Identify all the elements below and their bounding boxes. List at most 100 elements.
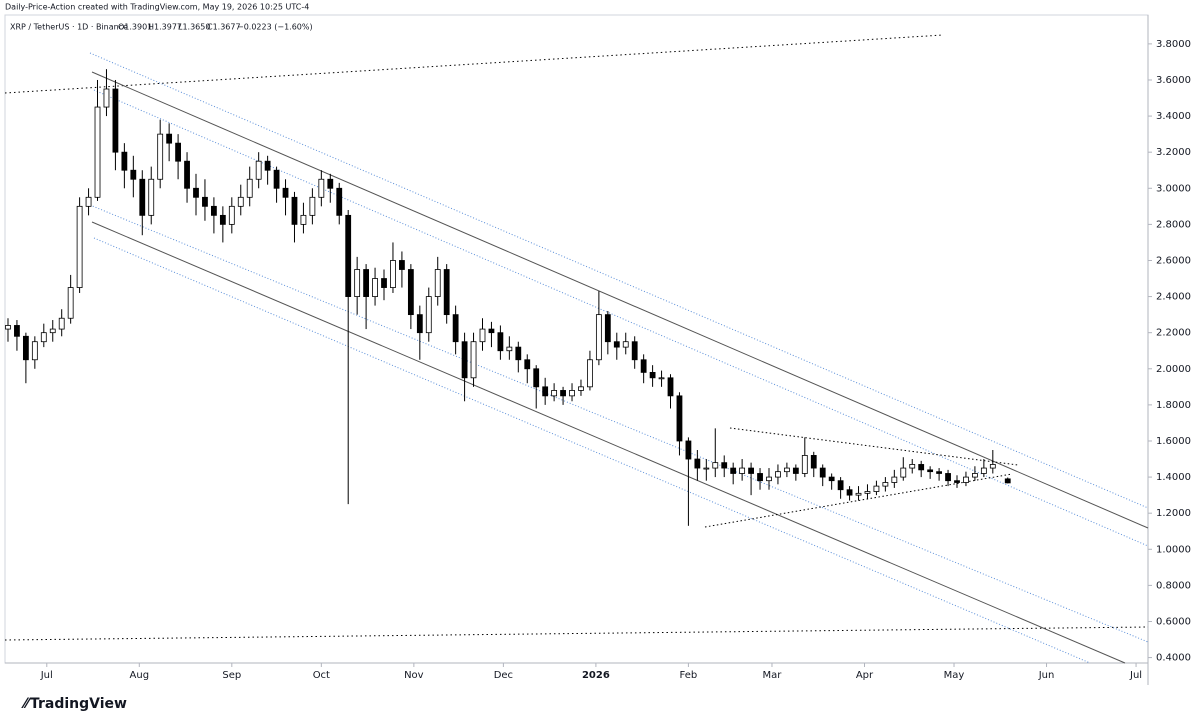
x-tick-label: Dec [494,670,513,681]
candle-body [31,341,38,361]
candle-body [300,214,307,225]
x-tick-label: Jul [1129,670,1142,681]
candle-body [130,169,137,180]
candles [5,69,1011,526]
candle-body [211,205,217,216]
candle-body [945,473,951,482]
candle-body [524,359,531,370]
brand: TradingView [30,696,127,712]
candle-body [246,178,253,198]
candle-body [819,467,826,478]
candle-body [390,260,396,288]
candle-body [533,368,540,388]
x-tick-label: 2026 [582,670,610,681]
candle-body [963,476,969,483]
candle-body [748,467,754,474]
candle-body [506,346,513,352]
trendline [4,34,944,94]
y-tick-label: 1.4000 [1156,472,1191,483]
y-tick-label: 1.0000 [1156,544,1191,555]
candle-body [67,287,74,319]
candle-body [452,314,459,343]
candle-body [5,325,11,330]
candle-body [873,485,880,492]
candle-body [363,269,370,297]
candle-body [40,332,47,343]
x-tick-label: Aug [130,670,150,681]
y-tick-label: 0.4000 [1156,653,1191,664]
candle-body [569,390,575,397]
brand-logo: ⁄⁄ [21,696,32,712]
y-tick-label: 2.4000 [1156,292,1191,303]
candle-body [318,178,325,198]
candle-body [237,196,244,207]
candle-body [739,467,746,474]
ohlc-high: H1.3977 [148,23,182,32]
candle-body [578,386,584,391]
ohlc-close: C1.3677 [207,23,241,32]
y-tick-label: 3.8000 [1156,39,1191,50]
candle-body [936,471,942,474]
y-tick-label: 2.8000 [1156,219,1191,230]
candle-body [327,178,334,189]
x-tick-label: Oct [313,670,330,681]
candle-body [730,467,737,474]
candle-body [757,473,763,482]
x-tick-label: Apr [856,670,874,681]
candle-body [416,314,423,334]
candle-body [488,328,495,334]
candle-body [22,335,29,361]
candle-body [282,187,289,198]
candle-body [121,151,128,171]
candle-body [85,196,92,207]
legend: XRP / TetherUS · 1D · Binance O1.3901 H1… [10,23,313,32]
y-tick-label: 2.0000 [1156,364,1191,375]
candle-body [882,482,889,487]
ohlc-low: L1.3650 [178,23,210,32]
x-tick-label: May [944,670,965,681]
candle-body [622,341,629,348]
candle-body [775,471,781,478]
candle-body [828,476,835,482]
drawings [4,34,1149,664]
candle-body [685,440,692,460]
candle-body [927,469,934,473]
candle-body [139,178,146,216]
candle-body [551,390,558,397]
candle-body [291,196,298,225]
candle-body [649,371,656,379]
x-tick-label: Jul [40,670,53,681]
candle-body [103,88,110,108]
x-tick-label: Sep [222,670,241,681]
candle-body [918,464,925,471]
candle-body [166,133,173,144]
candle-body [381,278,387,288]
candle-body [864,491,871,494]
candle-body [909,464,916,469]
x-tick-label: Nov [404,670,424,681]
candle-body [470,341,477,379]
candle-body [801,455,808,474]
candle-body [157,133,164,180]
candle-body [792,467,799,474]
candle-body [542,386,549,397]
candle-body [407,269,414,316]
ohlc-open: O1.3901 [118,23,152,32]
y-tick-label: 3.6000 [1156,75,1191,86]
candle-body [94,106,101,198]
candle-body [479,328,486,343]
candle-body [640,359,647,373]
y-tick-label: 0.8000 [1156,580,1191,591]
candle-body [461,341,468,379]
triangle-line [729,427,1019,466]
candle-body [193,187,199,198]
candle-body [855,492,862,496]
candle-body [676,395,683,442]
candle-body [309,196,316,216]
x-tick-label: Mar [763,670,783,681]
candle-body [810,455,817,469]
symbol: XRP / TetherUS · 1D · Binance [10,23,128,32]
candle-body [954,480,960,483]
candle-body [443,269,450,316]
